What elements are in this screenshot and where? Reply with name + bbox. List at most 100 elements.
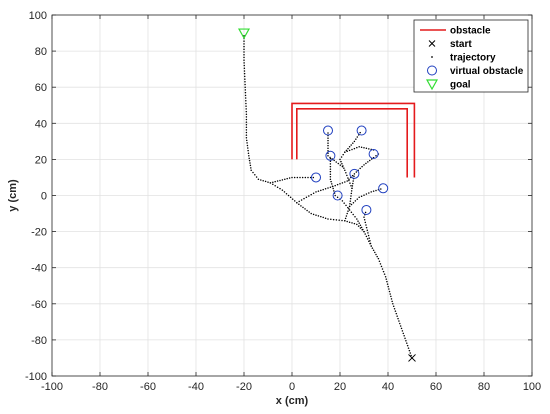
- y-tick-label: 0: [41, 191, 47, 203]
- trajectory-point: [329, 157, 332, 160]
- trajectory-point: [308, 195, 310, 197]
- trajectory-point: [245, 102, 247, 105]
- trajectory-point: [351, 148, 353, 151]
- trajectory-point: [360, 146, 363, 149]
- trajectory-point: [358, 196, 360, 199]
- trajectory-point: [350, 211, 353, 213]
- trajectory-point: [245, 129, 248, 131]
- trajectory-point: [341, 165, 344, 168]
- trajectory-point: [243, 70, 246, 72]
- trajectory-point: [331, 158, 333, 160]
- trajectory-point: [409, 352, 412, 354]
- trajectory-point: [367, 232, 369, 234]
- y-tick-label: 60: [35, 82, 47, 94]
- trajectory-point: [353, 140, 356, 143]
- trajectory-point: [340, 160, 342, 163]
- trajectory-point: [288, 177, 291, 179]
- trajectory-point: [331, 183, 333, 185]
- trajectory-point: [357, 220, 359, 222]
- trajectory-point: [329, 178, 332, 181]
- trajectory-point: [245, 116, 248, 118]
- virtual-obstacle-marker: [323, 125, 333, 136]
- trajectory-point: [245, 121, 248, 123]
- trajectory-point: [329, 168, 332, 170]
- trajectory-point: [346, 174, 348, 177]
- trajectory-point: [348, 178, 350, 181]
- legend-symbol-start: [428, 40, 436, 47]
- virtual-obstacle-marker: [356, 125, 367, 136]
- trajectory-point: [369, 159, 371, 162]
- x-tick-label: -100: [41, 381, 63, 393]
- trajectory-point: [291, 198, 294, 200]
- trajectory-point: [341, 162, 343, 165]
- trajectory-point: [339, 164, 342, 166]
- trajectory-point: [369, 242, 372, 245]
- trajectory-point: [244, 89, 247, 91]
- trajectory-point: [392, 303, 394, 305]
- trajectory-point: [347, 210, 349, 212]
- trajectory-point: [245, 134, 248, 136]
- trajectory-point: [351, 174, 354, 177]
- trajectory-point: [359, 224, 362, 227]
- trajectory-point: [356, 218, 358, 220]
- trajectory-point: [279, 187, 281, 190]
- obstacle-line: [291, 102, 416, 178]
- trajectory-point: [298, 200, 300, 203]
- trajectory-point: [370, 191, 372, 193]
- trajectory-point: [337, 162, 340, 165]
- trajectory-point: [286, 177, 288, 180]
- trajectory-point: [324, 217, 327, 219]
- trajectory-point: [267, 181, 269, 183]
- x-tick-label: 0: [289, 381, 295, 393]
- x-tick-label: 20: [334, 381, 346, 393]
- trajectory-point: [410, 354, 412, 357]
- goal-marker: [237, 28, 251, 40]
- trajectory-point: [245, 108, 247, 110]
- trajectory-point: [248, 155, 250, 157]
- trajectory-point: [301, 176, 304, 179]
- trajectory-point: [393, 307, 396, 310]
- legend-label-virtual-obstacle: virtual obstacle: [450, 66, 524, 77]
- trajectory-point: [257, 178, 260, 181]
- trajectory-point: [293, 200, 296, 202]
- trajectory-point: [352, 182, 354, 185]
- trajectory-point: [262, 179, 264, 182]
- trajectory-point: [283, 191, 286, 193]
- trajectory-point: [408, 349, 411, 352]
- trajectory-point: [360, 195, 363, 197]
- trajectory-point: [350, 203, 353, 206]
- trajectory-point: [353, 175, 355, 177]
- trajectory-point: [344, 220, 346, 222]
- trajectory-point: [387, 285, 389, 288]
- trajectory-point: [354, 215, 356, 218]
- y-tick-label: -60: [31, 299, 47, 311]
- trajectory-point: [386, 280, 388, 283]
- trajectory-point: [366, 238, 369, 240]
- trajectory-point: [388, 288, 390, 290]
- trajectory-point: [350, 192, 353, 195]
- trajectory-point: [285, 192, 288, 195]
- y-tick-label: 100: [29, 10, 47, 22]
- trajectory-point: [399, 322, 401, 325]
- x-tick-label: 40: [382, 381, 394, 393]
- y-tick-label: -40: [31, 263, 47, 275]
- trajectory-point: [372, 190, 375, 192]
- trajectory-point: [312, 213, 315, 216]
- trajectory-point: [372, 249, 375, 252]
- legend-label-start: start: [450, 39, 472, 50]
- trajectory-point: [299, 176, 301, 179]
- trajectory-point: [327, 144, 329, 147]
- trajectory-point: [329, 163, 332, 165]
- trajectory-point: [355, 171, 358, 173]
- y-tick-label: 40: [35, 118, 47, 130]
- trajectory-point: [249, 162, 251, 164]
- trajectory-point: [310, 212, 312, 215]
- trajectory-point: [345, 215, 348, 217]
- trajectory-point: [244, 81, 246, 83]
- trajectory-point: [327, 142, 329, 144]
- trajectory-point: [281, 179, 284, 181]
- virtual-obstacle-marker: [325, 150, 336, 161]
- trajectory-point: [353, 222, 356, 225]
- trajectory-point: [382, 270, 385, 273]
- trajectory-point: [404, 337, 406, 340]
